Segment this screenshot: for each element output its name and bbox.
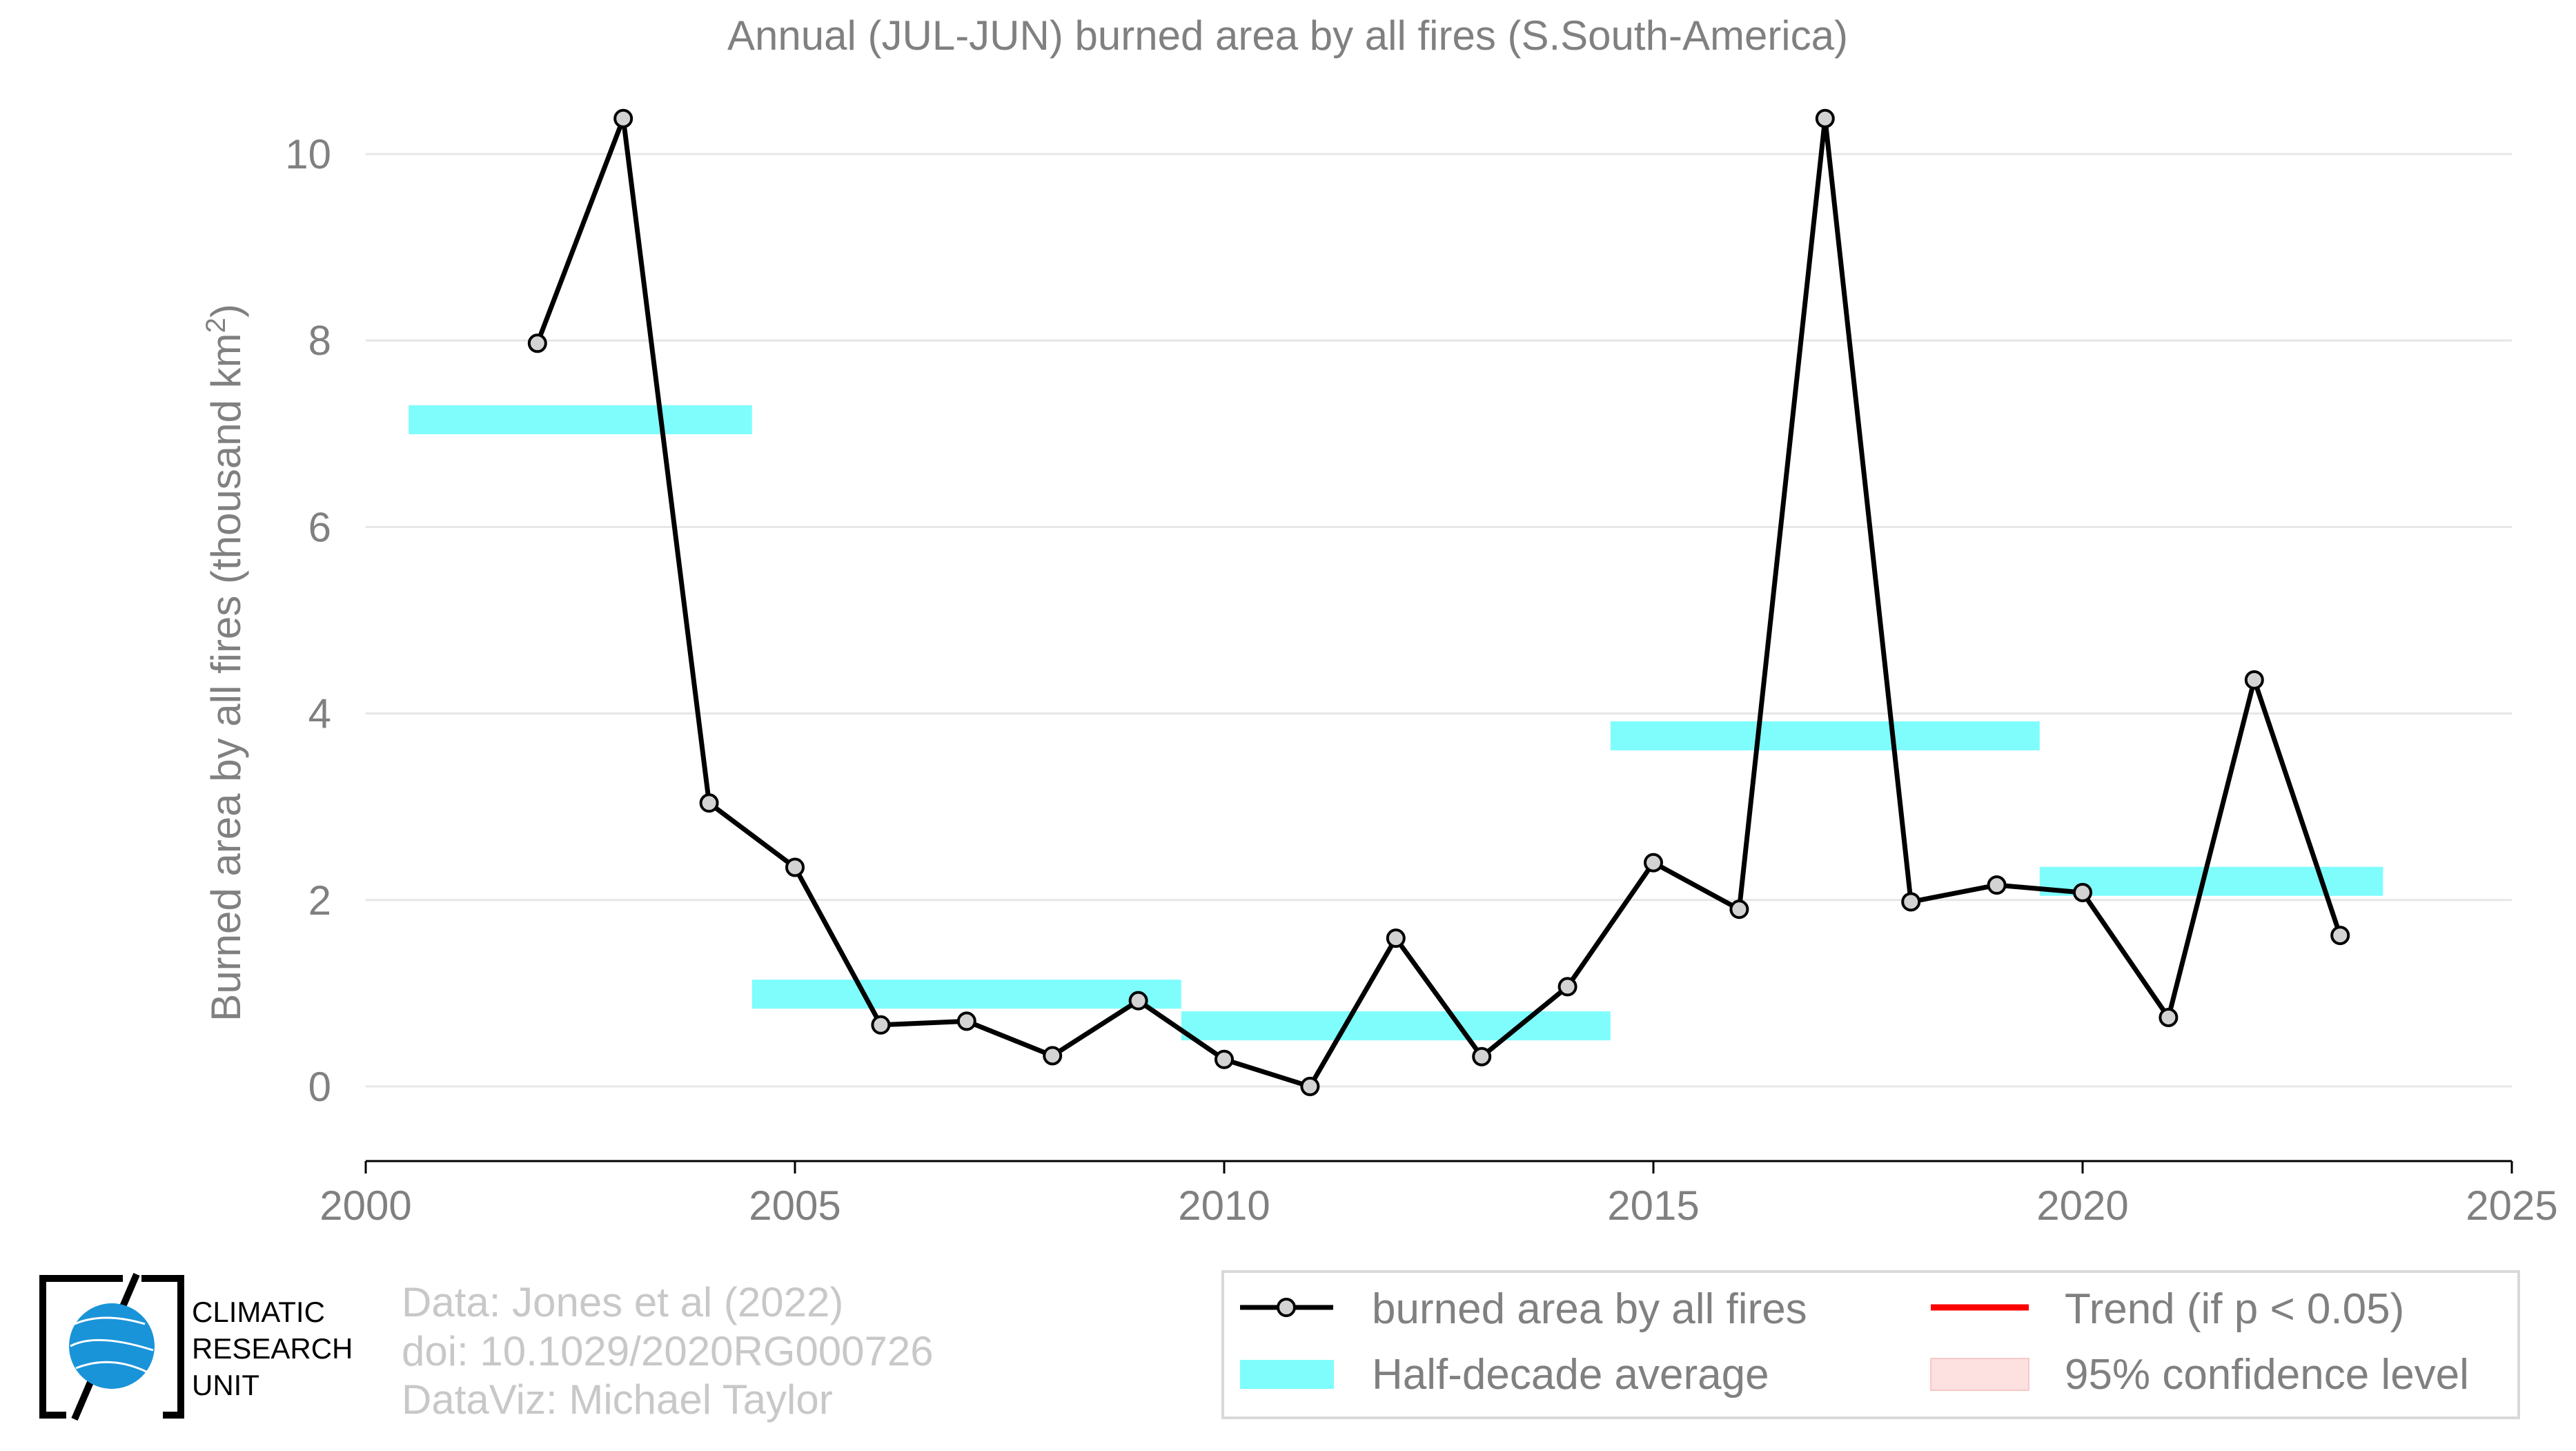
x-tick-label-2010: 2010 (1178, 1182, 1270, 1229)
data-point-2004 (699, 793, 719, 813)
globe-contour-1 (74, 1316, 146, 1325)
y-tick-label-6: 6 (308, 504, 331, 550)
legend: burned area by all fires Trend (if p < 0… (1221, 1270, 2520, 1419)
half-decade-bars (409, 405, 2383, 1041)
legend-marker-series (1277, 1298, 1296, 1317)
grid-lines (366, 153, 2512, 1088)
legend-swatch-half-decade (1240, 1360, 1334, 1389)
y-tick-label-4: 4 (308, 691, 331, 737)
x-tick-label-2020: 2020 (2036, 1182, 2128, 1229)
legend-swatch-confidence (1930, 1358, 2029, 1391)
legend-label-trend: Trend (if p < 0.05) (2065, 1285, 2404, 1333)
data-point-2011 (1300, 1076, 1320, 1096)
legend-box (1221, 1270, 2520, 1419)
y-axis-label-close: ) (203, 304, 249, 318)
logo-text-line-2: RESEARCH (192, 1332, 353, 1365)
data-point-2012 (1386, 928, 1406, 948)
legend-label-confidence: 95% confidence level (2065, 1351, 2469, 1399)
half-decade-bar-1 (751, 980, 1181, 1009)
half-decade-bar-0 (409, 405, 752, 435)
legend-label-series: burned area by all fires (1372, 1285, 1807, 1333)
legend-label-half-decade: Half-decade average (1372, 1351, 1769, 1399)
data-point-2014 (1557, 977, 1577, 997)
y-tick-labels: 0 2 4 6 8 10 (285, 131, 331, 1110)
series-line-0 (535, 116, 2343, 1089)
credit-data: Data: Jones et al (2022) (402, 1279, 843, 1325)
logo-text-line-1: CLIMATIC (192, 1296, 325, 1328)
data-point-2023 (2330, 926, 2350, 946)
data-point-2019 (1987, 875, 2007, 895)
y-axis-label: Burned area by all fires (thousand km2) (201, 304, 249, 1021)
x-tick-label-2015: 2015 (1607, 1182, 1699, 1229)
data-point-2010 (1215, 1049, 1234, 1069)
data-point-2007 (956, 1011, 976, 1031)
logo-bracket-right (141, 1275, 184, 1419)
cru-logo: CLIMATIC RESEARCH UNIT (39, 1273, 353, 1421)
data-point-2017 (1815, 108, 1835, 128)
data-point-2013 (1472, 1046, 1492, 1067)
logo-bracket-left (39, 1275, 123, 1419)
data-point-2008 (1043, 1046, 1063, 1066)
data-point-2020 (2073, 882, 2092, 902)
data-point-2022 (2244, 670, 2264, 690)
globe-contour-3 (75, 1361, 148, 1374)
globe-contour-2 (70, 1338, 154, 1352)
data-point-2021 (2159, 1007, 2179, 1027)
x-tick-label-2025: 2025 (2466, 1182, 2557, 1229)
x-tick-label-2005: 2005 (749, 1182, 840, 1229)
half-decade-bar-3 (1610, 721, 2040, 751)
y-axis-label-text: Burned area by all fires (thousand km (203, 333, 249, 1022)
credit-dataviz: DataViz: Michael Taylor (402, 1376, 833, 1423)
data-point-2002 (527, 333, 547, 353)
y-axis-label-superscript: 2 (201, 318, 231, 333)
data-point-2009 (1128, 991, 1148, 1011)
y-tick-label-10: 10 (285, 131, 331, 177)
y-tick-label-0: 0 (308, 1064, 331, 1110)
chart-title: Annual (JUL-JUN) burned area by all fire… (727, 12, 1848, 59)
y-tick-label-8: 8 (308, 318, 331, 364)
data-point-2015 (1644, 853, 1663, 873)
x-tick-label-2000: 2000 (319, 1182, 411, 1229)
data-point-2003 (613, 108, 633, 128)
data-point-2006 (871, 1015, 891, 1035)
logo-text-line-3: UNIT (192, 1369, 259, 1401)
data-point-2016 (1729, 899, 1749, 919)
y-tick-label-2: 2 (308, 877, 331, 924)
x-ticks: 2000 2005 2010 2015 2020 2025 (319, 1161, 2558, 1229)
half-decade-bar-2 (1181, 1011, 1611, 1041)
series-burned-area (527, 108, 2350, 1096)
data-point-2005 (785, 857, 805, 877)
data-point-2018 (1901, 892, 1921, 912)
credit-doi: doi: 10.1029/2020RG000726 (402, 1328, 934, 1374)
